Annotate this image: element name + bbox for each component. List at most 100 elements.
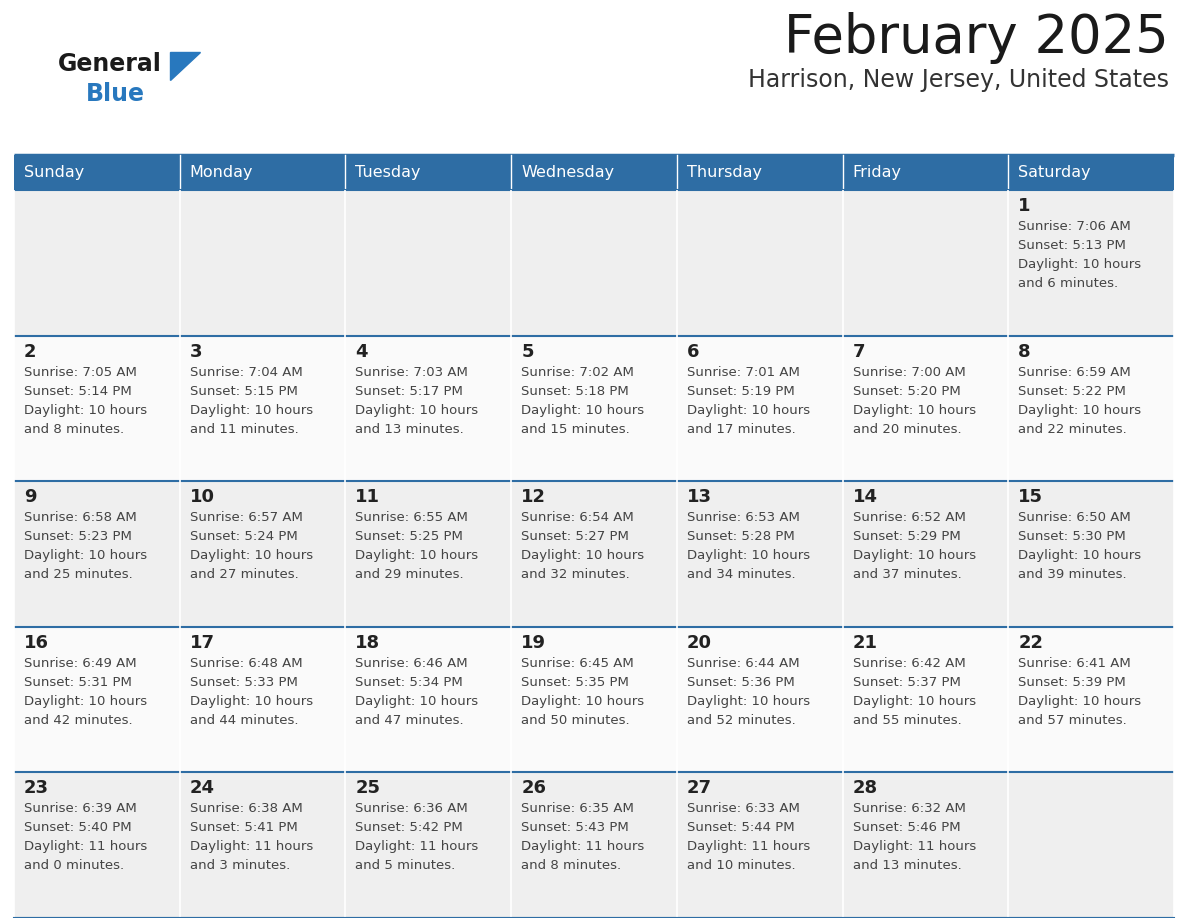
- Text: and 57 minutes.: and 57 minutes.: [1018, 714, 1127, 727]
- Text: Daylight: 10 hours: Daylight: 10 hours: [687, 695, 810, 708]
- Text: and 44 minutes.: and 44 minutes.: [190, 714, 298, 727]
- Bar: [677, 481, 842, 627]
- Text: Daylight: 10 hours: Daylight: 10 hours: [1018, 258, 1142, 271]
- Text: Sunset: 5:15 PM: Sunset: 5:15 PM: [190, 385, 297, 397]
- Text: Daylight: 10 hours: Daylight: 10 hours: [522, 695, 644, 708]
- Text: Sunset: 5:19 PM: Sunset: 5:19 PM: [687, 385, 795, 397]
- Text: General: General: [58, 52, 162, 76]
- Text: and 52 minutes.: and 52 minutes.: [687, 714, 796, 727]
- Text: 13: 13: [687, 488, 712, 506]
- Text: Daylight: 10 hours: Daylight: 10 hours: [190, 549, 312, 562]
- Text: Monday: Monday: [190, 165, 253, 180]
- Bar: [842, 155, 1009, 190]
- Text: Daylight: 10 hours: Daylight: 10 hours: [687, 549, 810, 562]
- Text: Sunrise: 7:02 AM: Sunrise: 7:02 AM: [522, 365, 634, 378]
- Text: Sunset: 5:29 PM: Sunset: 5:29 PM: [853, 531, 960, 543]
- Text: 12: 12: [522, 488, 546, 506]
- Text: Daylight: 10 hours: Daylight: 10 hours: [522, 549, 644, 562]
- Bar: [346, 772, 511, 918]
- Text: 18: 18: [355, 633, 380, 652]
- Text: Daylight: 10 hours: Daylight: 10 hours: [1018, 549, 1142, 562]
- Bar: [346, 627, 511, 772]
- Bar: [511, 481, 677, 627]
- Text: Sunset: 5:25 PM: Sunset: 5:25 PM: [355, 531, 463, 543]
- Bar: [14, 190, 179, 336]
- Text: Daylight: 10 hours: Daylight: 10 hours: [355, 549, 479, 562]
- Text: Sunset: 5:34 PM: Sunset: 5:34 PM: [355, 676, 463, 688]
- Text: Sunrise: 6:38 AM: Sunrise: 6:38 AM: [190, 802, 303, 815]
- Text: and 5 minutes.: and 5 minutes.: [355, 859, 456, 872]
- Text: Sunrise: 6:44 AM: Sunrise: 6:44 AM: [687, 656, 800, 670]
- Text: Sunset: 5:33 PM: Sunset: 5:33 PM: [190, 676, 297, 688]
- Text: Sunrise: 6:58 AM: Sunrise: 6:58 AM: [24, 511, 137, 524]
- Text: Daylight: 10 hours: Daylight: 10 hours: [355, 695, 479, 708]
- Bar: [346, 336, 511, 481]
- Text: and 3 minutes.: and 3 minutes.: [190, 859, 290, 872]
- Text: Sunrise: 6:49 AM: Sunrise: 6:49 AM: [24, 656, 137, 670]
- Bar: [842, 481, 1009, 627]
- Text: and 6 minutes.: and 6 minutes.: [1018, 277, 1118, 290]
- Text: Sunset: 5:43 PM: Sunset: 5:43 PM: [522, 822, 628, 834]
- Text: 25: 25: [355, 779, 380, 798]
- Text: and 10 minutes.: and 10 minutes.: [687, 859, 796, 872]
- Bar: [14, 772, 179, 918]
- Text: and 47 minutes.: and 47 minutes.: [355, 714, 465, 727]
- Text: and 55 minutes.: and 55 minutes.: [853, 714, 961, 727]
- Bar: [1009, 190, 1174, 336]
- Text: and 42 minutes.: and 42 minutes.: [24, 714, 133, 727]
- Text: Sunrise: 6:48 AM: Sunrise: 6:48 AM: [190, 656, 302, 670]
- Bar: [677, 627, 842, 772]
- Text: Sunrise: 7:06 AM: Sunrise: 7:06 AM: [1018, 220, 1131, 233]
- Text: Sunrise: 6:46 AM: Sunrise: 6:46 AM: [355, 656, 468, 670]
- Text: Sunrise: 6:41 AM: Sunrise: 6:41 AM: [1018, 656, 1131, 670]
- Text: Sunday: Sunday: [24, 165, 84, 180]
- Text: Sunset: 5:27 PM: Sunset: 5:27 PM: [522, 531, 628, 543]
- Bar: [511, 627, 677, 772]
- Text: 23: 23: [24, 779, 49, 798]
- Text: and 17 minutes.: and 17 minutes.: [687, 422, 796, 436]
- Bar: [511, 772, 677, 918]
- Bar: [677, 190, 842, 336]
- Text: Daylight: 11 hours: Daylight: 11 hours: [355, 840, 479, 854]
- Text: and 25 minutes.: and 25 minutes.: [24, 568, 133, 581]
- Text: Harrison, New Jersey, United States: Harrison, New Jersey, United States: [748, 68, 1169, 92]
- Text: and 0 minutes.: and 0 minutes.: [24, 859, 124, 872]
- Text: Wednesday: Wednesday: [522, 165, 614, 180]
- Text: 4: 4: [355, 342, 368, 361]
- Text: Sunrise: 6:39 AM: Sunrise: 6:39 AM: [24, 802, 137, 815]
- Text: Sunrise: 6:45 AM: Sunrise: 6:45 AM: [522, 656, 634, 670]
- Bar: [1009, 481, 1174, 627]
- Text: Sunrise: 6:57 AM: Sunrise: 6:57 AM: [190, 511, 303, 524]
- Text: and 13 minutes.: and 13 minutes.: [853, 859, 961, 872]
- Text: Sunset: 5:17 PM: Sunset: 5:17 PM: [355, 385, 463, 397]
- Text: Sunset: 5:36 PM: Sunset: 5:36 PM: [687, 676, 795, 688]
- Text: and 34 minutes.: and 34 minutes.: [687, 568, 796, 581]
- Text: 27: 27: [687, 779, 712, 798]
- Bar: [842, 772, 1009, 918]
- Text: Tuesday: Tuesday: [355, 165, 421, 180]
- Bar: [677, 772, 842, 918]
- Text: Sunset: 5:37 PM: Sunset: 5:37 PM: [853, 676, 960, 688]
- Text: Sunset: 5:14 PM: Sunset: 5:14 PM: [24, 385, 132, 397]
- Bar: [842, 627, 1009, 772]
- Text: Thursday: Thursday: [687, 165, 762, 180]
- Text: 15: 15: [1018, 488, 1043, 506]
- Text: 20: 20: [687, 633, 712, 652]
- Text: Daylight: 10 hours: Daylight: 10 hours: [853, 695, 975, 708]
- Bar: [14, 336, 179, 481]
- Text: Daylight: 10 hours: Daylight: 10 hours: [522, 404, 644, 417]
- Text: Sunset: 5:44 PM: Sunset: 5:44 PM: [687, 822, 795, 834]
- Text: Daylight: 10 hours: Daylight: 10 hours: [853, 549, 975, 562]
- Text: Sunrise: 6:53 AM: Sunrise: 6:53 AM: [687, 511, 800, 524]
- Text: Sunset: 5:35 PM: Sunset: 5:35 PM: [522, 676, 628, 688]
- Text: 28: 28: [853, 779, 878, 798]
- Text: Friday: Friday: [853, 165, 902, 180]
- Text: 7: 7: [853, 342, 865, 361]
- Bar: [14, 627, 179, 772]
- Bar: [677, 155, 842, 190]
- Text: Daylight: 11 hours: Daylight: 11 hours: [24, 840, 147, 854]
- Text: and 8 minutes.: and 8 minutes.: [522, 859, 621, 872]
- Text: Sunset: 5:30 PM: Sunset: 5:30 PM: [1018, 531, 1126, 543]
- Text: Sunrise: 6:36 AM: Sunrise: 6:36 AM: [355, 802, 468, 815]
- Text: Sunrise: 6:59 AM: Sunrise: 6:59 AM: [1018, 365, 1131, 378]
